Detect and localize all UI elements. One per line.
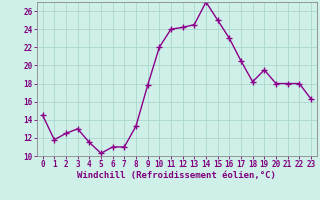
X-axis label: Windchill (Refroidissement éolien,°C): Windchill (Refroidissement éolien,°C) [77,171,276,180]
